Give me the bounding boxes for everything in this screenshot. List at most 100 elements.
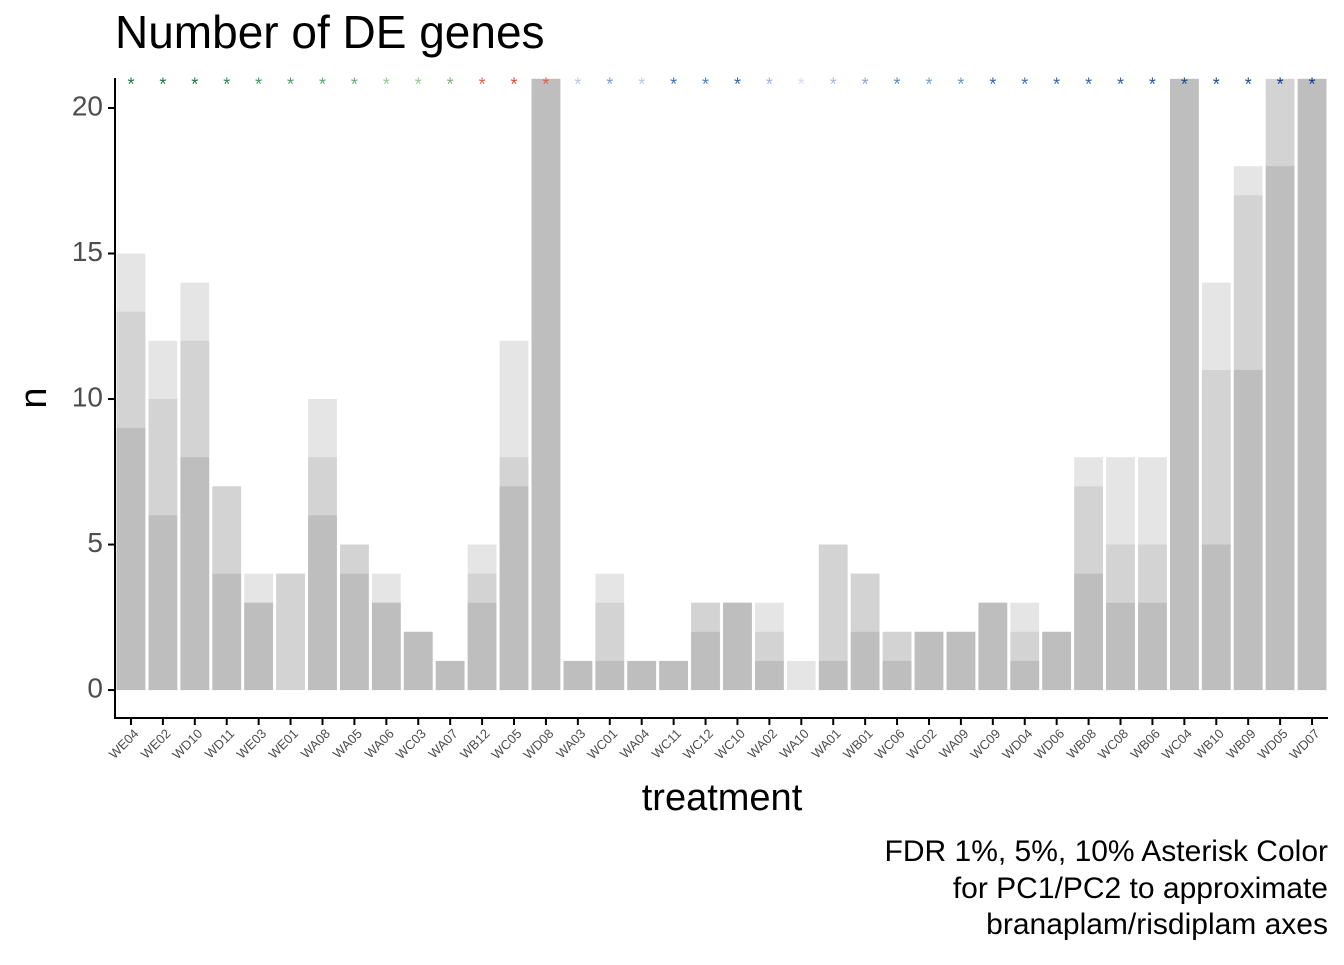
- x-tick-label: WA08: [298, 726, 333, 761]
- caption: for PC1/PC2 to approximate: [953, 872, 1328, 905]
- asterisk: *: [574, 75, 581, 95]
- bar: [467, 602, 497, 691]
- bar: [1233, 369, 1263, 691]
- bar: [1297, 78, 1327, 691]
- x-tick-label: WE01: [265, 726, 301, 762]
- y-tick-label: 0: [87, 672, 103, 703]
- asterisk: *: [798, 75, 805, 95]
- asterisk: *: [894, 75, 901, 95]
- x-tick-label: WB06: [1127, 726, 1163, 762]
- y-tick-label: 15: [72, 236, 103, 267]
- x-tick-label: WC06: [871, 726, 907, 762]
- asterisk: *: [1149, 75, 1156, 95]
- bar: [755, 660, 784, 691]
- bar: [1106, 602, 1135, 691]
- bar: [276, 573, 305, 691]
- x-tick-label: WA04: [617, 726, 652, 761]
- bar: [723, 602, 752, 691]
- asterisk: *: [638, 75, 645, 95]
- asterisk: *: [447, 75, 454, 95]
- x-tick-label: WD04: [999, 726, 1035, 762]
- chart-title: Number of DE genes: [115, 6, 545, 58]
- x-tick-label: WC08: [1095, 726, 1131, 762]
- asterisk: *: [606, 75, 613, 95]
- asterisk: *: [1053, 75, 1060, 95]
- plot-area: [116, 78, 1327, 691]
- asterisk: *: [1309, 75, 1316, 95]
- x-tick-label: WB12: [457, 726, 493, 762]
- bar: [531, 78, 561, 691]
- asterisk: *: [542, 75, 549, 95]
- bar: [340, 573, 369, 691]
- asterisk: *: [989, 75, 996, 95]
- x-tick-label: WA02: [745, 726, 780, 761]
- asterisk: *: [351, 75, 358, 95]
- x-tick-label: WC03: [393, 726, 429, 762]
- x-tick-label: WA09: [936, 726, 971, 761]
- asterisk: *: [830, 75, 837, 95]
- x-tick-label: WC05: [488, 726, 524, 762]
- y-tick-label: 10: [72, 381, 103, 412]
- x-tick-label: WB10: [1191, 726, 1227, 762]
- x-tick-label: WA01: [808, 726, 843, 761]
- x-tick-label: WE02: [138, 726, 174, 762]
- asterisk: *: [127, 75, 134, 95]
- x-tick-label: WD05: [1255, 726, 1291, 762]
- x-tick-label: WB09: [1223, 726, 1259, 762]
- x-tick-label: WB01: [840, 726, 876, 762]
- bar: [978, 602, 1008, 691]
- asterisk: *: [766, 75, 773, 95]
- caption: branaplam/risdiplam axes: [986, 908, 1328, 941]
- bar: [818, 660, 848, 691]
- x-tick-label: WA03: [553, 726, 588, 761]
- asterisk: *: [159, 75, 166, 95]
- asterisk: *: [511, 75, 518, 95]
- asterisk: *: [670, 75, 677, 95]
- x-tick-label: WA06: [362, 726, 397, 761]
- x-tick-label: WC04: [1159, 726, 1195, 762]
- bar: [308, 515, 337, 691]
- asterisk: *: [1021, 75, 1028, 95]
- bar: [244, 602, 274, 691]
- asterisk: *: [925, 75, 932, 95]
- bar: [180, 457, 210, 691]
- bar: [595, 660, 625, 691]
- x-tick-label: WC01: [584, 726, 620, 762]
- asterisk: *: [255, 75, 262, 95]
- bar: [1010, 660, 1040, 691]
- asterisk: *: [957, 75, 964, 95]
- x-tick-label: WA07: [425, 726, 460, 761]
- asterisk: *: [1245, 75, 1252, 95]
- bar: [563, 660, 593, 691]
- bar: [1169, 78, 1199, 691]
- x-tick-label: WD11: [202, 726, 237, 761]
- caption: FDR 1%, 5%, 10% Asterisk Color: [885, 835, 1328, 868]
- x-tick-label: WE03: [234, 726, 270, 762]
- y-tick-label: 5: [87, 527, 103, 558]
- bar: [148, 515, 178, 691]
- asterisk: *: [223, 75, 230, 95]
- x-tick-label: WD07: [1286, 726, 1322, 762]
- bar: [627, 660, 657, 691]
- bar: [659, 660, 688, 691]
- bar: [882, 660, 912, 691]
- asterisk: *: [383, 75, 390, 95]
- x-tick-label: WC02: [903, 726, 939, 762]
- bar: [1265, 166, 1295, 691]
- x-tick-label: WD06: [1031, 726, 1067, 762]
- bar: [691, 631, 720, 691]
- x-tick-label: WD10: [169, 726, 205, 762]
- asterisk: *: [287, 75, 294, 95]
- bar: [850, 631, 880, 691]
- x-axis-title: treatment: [642, 777, 803, 819]
- x-tick-label: WB08: [1064, 726, 1100, 762]
- asterisk: *: [1181, 75, 1188, 95]
- asterisk: *: [415, 75, 422, 95]
- bar: [786, 660, 816, 691]
- bar: [403, 631, 433, 691]
- asterisk: *: [862, 75, 869, 95]
- asterisk: *: [734, 75, 741, 95]
- asterisk: *: [1213, 75, 1220, 95]
- asterisk: *: [1277, 75, 1284, 95]
